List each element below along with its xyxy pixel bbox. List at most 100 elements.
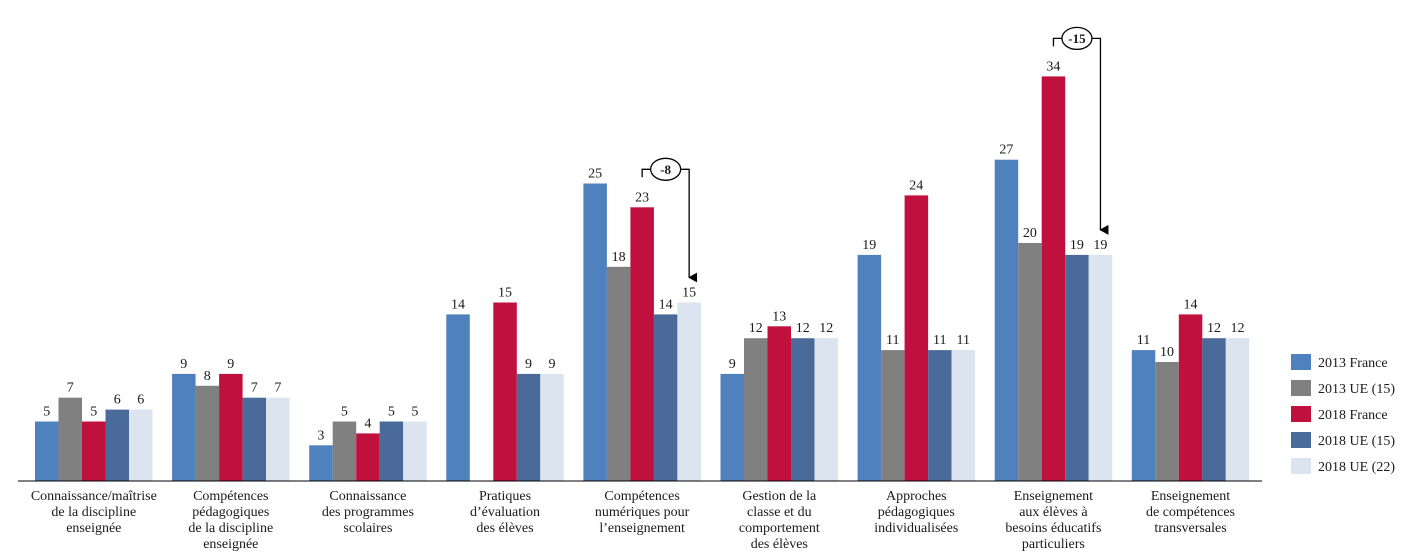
bar xyxy=(1178,314,1203,481)
bar-value-label: 9 xyxy=(525,357,532,372)
bar-value-label: 12 xyxy=(749,321,763,336)
legend-swatch xyxy=(1291,380,1311,396)
bar xyxy=(583,183,607,481)
bar xyxy=(446,314,470,481)
category-label-line: Approches xyxy=(886,489,947,504)
legend-label: 2018 UE (22) xyxy=(1318,460,1395,475)
bar xyxy=(309,445,333,481)
bar xyxy=(82,421,106,481)
category-label-line: d’évaluation xyxy=(470,505,540,520)
category-label-line: particuliers xyxy=(1022,537,1085,552)
bar-value-label: 9 xyxy=(180,357,187,372)
bar-value-label: 4 xyxy=(364,416,371,431)
category-label: Pratiques d’évaluation des élèves xyxy=(470,489,540,536)
category-label: Connaissance des programmes scolaires xyxy=(322,489,414,536)
annotation-bracket xyxy=(1052,37,1062,47)
bar xyxy=(1018,243,1042,481)
bar-value-label: 27 xyxy=(999,143,1013,158)
bar-value-label: 7 xyxy=(251,381,258,396)
bar xyxy=(767,326,791,481)
bar xyxy=(403,421,427,481)
bar xyxy=(1155,362,1179,481)
category-labels-layer: Connaissance/maîtrise de la discipline ens… xyxy=(31,489,1235,552)
annotation-bracket xyxy=(641,168,651,178)
bar-value-label: 9 xyxy=(729,357,736,372)
bar-value-label: 15 xyxy=(682,286,696,301)
bar xyxy=(35,421,59,481)
bar xyxy=(1131,350,1156,481)
annotation-circle xyxy=(650,157,682,181)
bar xyxy=(58,397,82,481)
category-label-line: de compétences xyxy=(1146,505,1235,520)
legend-swatch xyxy=(1291,432,1311,448)
bar-value-label: 19 xyxy=(1070,238,1084,253)
bar xyxy=(493,302,517,481)
category-label-line: Connaissance/maîtrise xyxy=(31,489,157,504)
category-label-line: Compétences xyxy=(604,489,679,504)
bar-value-label: 12 xyxy=(819,321,833,336)
bar xyxy=(1065,254,1089,481)
category-label-line: individualisées xyxy=(874,521,958,536)
bar xyxy=(951,350,976,481)
bar xyxy=(653,314,678,481)
bar xyxy=(994,159,1019,481)
bar xyxy=(744,338,768,481)
bar xyxy=(242,397,267,481)
bar xyxy=(516,373,541,481)
category-label-line: comportement xyxy=(739,521,820,536)
bar xyxy=(814,338,838,481)
bar-value-label: 34 xyxy=(1046,59,1060,74)
category-label-line: transversales xyxy=(1154,521,1226,536)
legend-swatch xyxy=(1291,406,1311,422)
category-label-line: scolaires xyxy=(343,521,392,536)
bar xyxy=(1225,338,1250,481)
category-label-line: besoins éducatifs xyxy=(1005,521,1101,536)
bar xyxy=(857,254,882,481)
category-label-line: enseignée xyxy=(203,537,258,552)
category-label-line: Connaissance xyxy=(329,489,406,504)
annotation-label: -15 xyxy=(1068,31,1086,46)
bar-value-label: 11 xyxy=(957,333,970,348)
bar xyxy=(356,433,380,481)
category-label-line: Enseignement xyxy=(1151,489,1230,504)
category-label: Approches pédagogiques individualisées xyxy=(874,489,958,536)
bar xyxy=(172,373,196,481)
bar-value-label: 5 xyxy=(43,405,50,420)
bar-value-label: 3 xyxy=(317,428,324,443)
bar-value-label: 12 xyxy=(1207,321,1221,336)
bar-value-label: 14 xyxy=(451,297,465,312)
category-label-line: des élèves xyxy=(751,537,808,552)
bar-value-label: 5 xyxy=(411,405,418,420)
category-label: Gestion de la classe et du comportement des… xyxy=(739,489,820,552)
bar-value-label: 19 xyxy=(862,238,876,253)
bar xyxy=(630,207,654,482)
bar xyxy=(219,373,243,481)
bar xyxy=(904,195,929,481)
bar xyxy=(379,421,404,481)
bar xyxy=(266,397,290,481)
bar xyxy=(1202,338,1226,481)
bar-value-label: 11 xyxy=(886,333,899,348)
bar-value-label: 6 xyxy=(114,393,121,408)
category-label: Enseignement aux élèves à besoins éducatif… xyxy=(1005,489,1101,552)
bar-value-label: 11 xyxy=(933,333,946,348)
legend-label: 2018 UE (15) xyxy=(1318,434,1395,449)
bar-value-label: 15 xyxy=(498,286,512,301)
bar xyxy=(606,266,631,481)
bar xyxy=(332,421,357,481)
category-label-line: Enseignement xyxy=(1014,489,1093,504)
category-label: Enseignement de compétences transversales xyxy=(1146,489,1235,536)
category-label-line: de la discipline xyxy=(51,505,136,520)
annotations-layer: -8 -15 xyxy=(641,26,1109,283)
category-label-line: Gestion de la xyxy=(742,489,817,504)
value-labels-layer: 5 7 5 6 6 9 8 9 7 7 3 5 4 5 5 14 15 9 9 25 18 23 14 15 9 12 13 12 12… xyxy=(43,59,1244,443)
bar-value-label: 20 xyxy=(1023,226,1037,241)
bar-value-label: 5 xyxy=(388,405,395,420)
legend-label: 2013 France xyxy=(1318,356,1388,371)
bar-value-label: 24 xyxy=(909,178,923,193)
category-label-line: numériques pour xyxy=(595,505,690,520)
bar-value-label: 13 xyxy=(772,309,786,324)
annotation-arrow xyxy=(1091,37,1109,235)
category-label-line: Compétences xyxy=(193,489,268,504)
bar-value-label: 14 xyxy=(1184,297,1198,312)
